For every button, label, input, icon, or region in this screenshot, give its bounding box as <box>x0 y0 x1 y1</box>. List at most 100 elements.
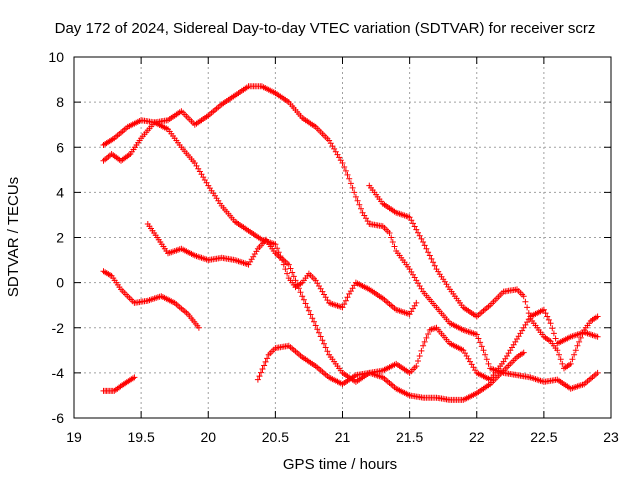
x-tick-label: 23 <box>603 429 619 445</box>
data-point <box>133 302 135 304</box>
data-point <box>449 399 451 401</box>
data-point <box>315 279 317 281</box>
series-track-2 <box>100 119 420 318</box>
data-point <box>395 309 397 311</box>
data-point <box>395 212 397 214</box>
data-point <box>476 372 478 374</box>
data-point <box>556 379 558 381</box>
data-point <box>523 295 525 297</box>
data-point <box>570 388 572 390</box>
data-point <box>348 293 350 295</box>
data-point <box>382 297 384 299</box>
data-point <box>301 117 303 119</box>
data-point <box>261 85 263 87</box>
data-point <box>207 115 209 117</box>
series-track-3 <box>100 268 202 331</box>
data-point <box>435 397 438 399</box>
data-point <box>543 381 545 383</box>
series-markers <box>100 268 202 331</box>
data-point <box>257 379 259 381</box>
data-point <box>328 354 330 356</box>
data-point <box>415 302 417 304</box>
data-point <box>523 352 525 354</box>
y-tick-label: 0 <box>56 275 64 291</box>
y-tick-label: -6 <box>52 410 65 426</box>
data-point <box>120 288 122 290</box>
data-point <box>221 257 223 259</box>
data-point <box>207 259 209 261</box>
data-series <box>100 83 601 403</box>
data-point <box>556 342 558 345</box>
data-point <box>315 324 317 327</box>
data-point <box>449 288 451 290</box>
data-point <box>503 370 505 372</box>
data-point <box>261 239 263 241</box>
data-point <box>462 349 464 351</box>
data-point <box>543 336 545 338</box>
data-point <box>435 268 438 270</box>
data-point <box>597 315 599 318</box>
data-point <box>570 336 572 338</box>
data-point <box>341 372 344 374</box>
data-point <box>274 252 276 254</box>
data-point <box>308 273 310 275</box>
data-point <box>556 349 558 351</box>
y-tick-label: 4 <box>56 184 64 200</box>
data-point <box>221 205 223 207</box>
data-point <box>113 137 115 139</box>
data-point <box>543 309 545 311</box>
data-point <box>362 212 364 214</box>
data-point <box>194 254 196 257</box>
data-point <box>482 349 485 351</box>
series-track-4 <box>100 374 138 394</box>
x-tick-label: 22.5 <box>530 429 557 445</box>
data-point <box>167 119 169 121</box>
data-point <box>288 345 290 347</box>
data-point <box>516 356 518 358</box>
data-point <box>395 388 397 390</box>
data-point <box>301 295 303 297</box>
x-tick-label: 21 <box>335 429 351 445</box>
data-point <box>167 252 169 254</box>
data-point <box>167 128 169 130</box>
y-tick-label: 2 <box>56 230 64 246</box>
data-point <box>294 286 297 288</box>
data-point <box>247 230 250 232</box>
data-point <box>489 379 491 381</box>
data-point <box>563 367 565 369</box>
series-markers <box>100 374 138 394</box>
data-point <box>234 259 236 261</box>
series-track-5 <box>144 221 601 385</box>
data-point <box>368 223 370 225</box>
chart-title: Day 172 of 2024, Sidereal Day-to-day VTE… <box>55 20 596 37</box>
data-point <box>409 313 411 315</box>
data-point <box>462 399 464 401</box>
data-point <box>194 124 196 126</box>
data-point <box>382 203 384 205</box>
data-point <box>187 313 189 315</box>
data-point <box>288 264 290 266</box>
x-tick-label: 21.5 <box>396 429 423 445</box>
data-point <box>597 372 599 374</box>
data-point <box>133 376 135 378</box>
data-point <box>355 196 357 198</box>
data-point <box>348 178 350 180</box>
data-point <box>247 264 250 266</box>
data-point <box>102 390 105 392</box>
data-point <box>154 121 156 123</box>
data-point <box>160 295 162 297</box>
data-point <box>328 302 330 304</box>
data-point <box>156 236 158 239</box>
data-point <box>341 306 344 308</box>
data-point <box>102 270 105 272</box>
series-markers <box>366 182 601 372</box>
data-point <box>111 275 113 277</box>
y-tick-label: 10 <box>48 49 64 65</box>
data-point <box>315 126 317 128</box>
data-point <box>257 248 259 250</box>
data-point <box>409 372 411 374</box>
data-point <box>462 329 464 331</box>
data-point <box>583 383 585 385</box>
data-point <box>395 363 397 365</box>
data-point <box>503 361 505 363</box>
